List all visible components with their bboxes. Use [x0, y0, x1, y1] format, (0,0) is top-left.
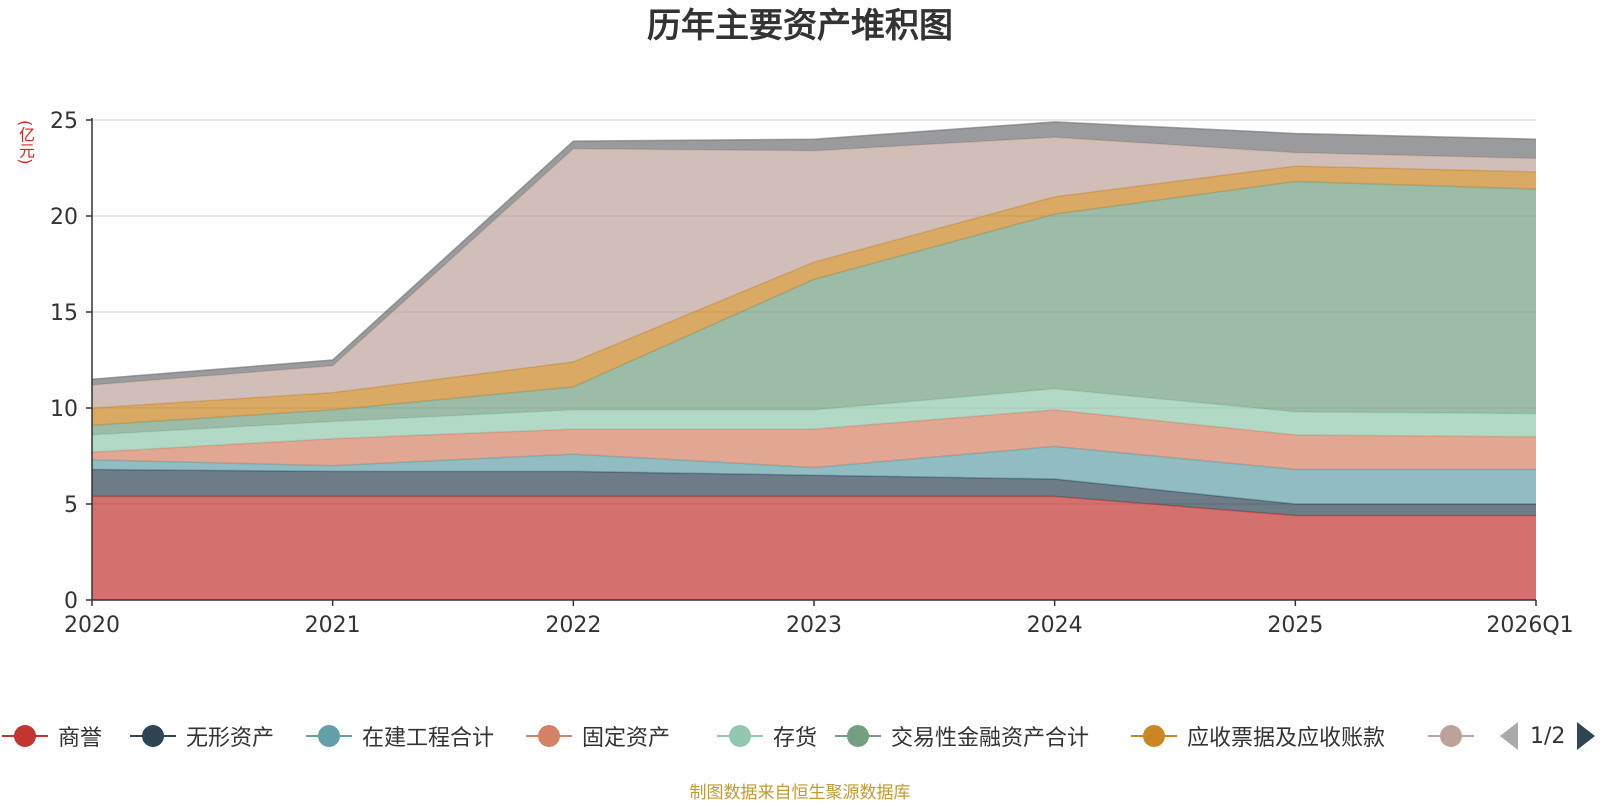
- x-tick-label: 2025: [1267, 613, 1323, 638]
- y-tick-label: 10: [50, 397, 78, 422]
- x-tick-label: 2021: [305, 613, 361, 638]
- legend-next-page-icon[interactable]: [1577, 722, 1596, 750]
- legend-item[interactable]: 商誉: [0, 718, 102, 754]
- legend-label: 商誉: [58, 726, 103, 751]
- legend-symbol-icon: [1129, 718, 1179, 754]
- x-tick-label: 2022: [545, 613, 601, 638]
- area-series-8: [92, 121, 1536, 385]
- area-series-7: [92, 137, 1536, 408]
- legend-label: 固定资产: [582, 726, 671, 751]
- legend: 商誉 无形资产 在建工程合计 固定资产 存货 交易性金融资产合计 应收票据及应收账款: [0, 718, 1600, 754]
- legend-page-indicator: 1/2: [1530, 723, 1566, 749]
- legend-symbol-icon: [524, 718, 574, 754]
- legend-symbol-icon: [128, 718, 178, 754]
- x-tick-label: 2020: [64, 613, 120, 638]
- area-series-4: [92, 388, 1536, 453]
- legend-prev-page-icon[interactable]: [1500, 722, 1518, 750]
- legend-item[interactable]: 存货: [715, 718, 817, 754]
- source-note: 制图数据来自恒生聚源数据库: [689, 783, 911, 803]
- legend-label: 应收票据及应收账款: [1187, 726, 1386, 751]
- legend-item[interactable]: 交易性金融资产合计: [833, 718, 1089, 754]
- legend-item[interactable]: 应收票据及应收账款: [1129, 718, 1385, 754]
- area-series-2: [92, 446, 1536, 504]
- legend-symbol-icon: [0, 718, 50, 754]
- legend-label: 无形资产: [186, 726, 275, 751]
- y-tick-label: 0: [64, 589, 78, 614]
- legend-label: 存货: [773, 726, 818, 751]
- legend-symbol-icon: [304, 718, 354, 754]
- legend-label: 交易性金融资产合计: [891, 726, 1090, 751]
- legend-item[interactable]: 在建工程合计: [304, 718, 494, 754]
- area-series-5: [92, 181, 1536, 435]
- x-tick-label: 2023: [786, 613, 842, 638]
- legend-item[interactable]: 固定资产: [524, 718, 670, 754]
- x-tick-label: 2026Q1: [1486, 613, 1573, 638]
- y-tick-label: 15: [50, 301, 78, 326]
- legend-symbol-icon: [715, 718, 765, 754]
- legend-symbol-icon: [1426, 718, 1476, 754]
- y-tick-label: 25: [50, 109, 78, 134]
- legend-symbol-icon: [833, 718, 883, 754]
- x-tick-label: 2024: [1027, 613, 1083, 638]
- area-series-0: [92, 496, 1536, 600]
- legend-item[interactable]: [1426, 718, 1476, 754]
- chart-title: 历年主要资产堆积图: [647, 6, 953, 46]
- area-series-1: [92, 469, 1536, 516]
- legend-label: 在建工程合计: [362, 726, 495, 751]
- y-tick-label: 5: [64, 493, 78, 518]
- line-series-8: [91, 121, 1537, 380]
- area-series-3: [92, 409, 1536, 470]
- y-axis-unit-label: (亿元): [16, 120, 35, 165]
- legend-item[interactable]: 无形资产: [128, 718, 274, 754]
- y-tick-label: 20: [50, 205, 78, 230]
- legend-pager: 1/2: [1500, 718, 1596, 754]
